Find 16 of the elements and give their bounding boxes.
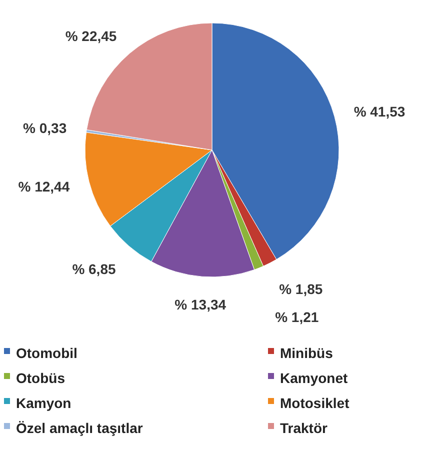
legend-label: Kamyon bbox=[16, 395, 72, 411]
legend-label: Otobüs bbox=[16, 370, 66, 386]
legend-label: Kamyonet bbox=[280, 370, 348, 386]
data-label: % 1,21 bbox=[275, 308, 319, 325]
data-label: % 41,53 bbox=[354, 103, 406, 120]
legend-label: Özel amaçlı taşıtlar bbox=[16, 420, 144, 436]
legend-label: Minibüs bbox=[280, 345, 334, 361]
data-label: % 22,45 bbox=[65, 28, 117, 44]
data-label: % 6,85 bbox=[72, 261, 116, 278]
legend-label: Otomobil bbox=[16, 345, 78, 361]
data-label: % 1,85 bbox=[279, 280, 323, 297]
legend-label: Traktör bbox=[280, 420, 328, 436]
data-label: % 13,34 bbox=[174, 296, 226, 313]
data-label: % 12,44 bbox=[18, 178, 70, 195]
legend-label: Motosiklet bbox=[280, 395, 350, 411]
data-label: % 0,33 bbox=[23, 120, 67, 136]
